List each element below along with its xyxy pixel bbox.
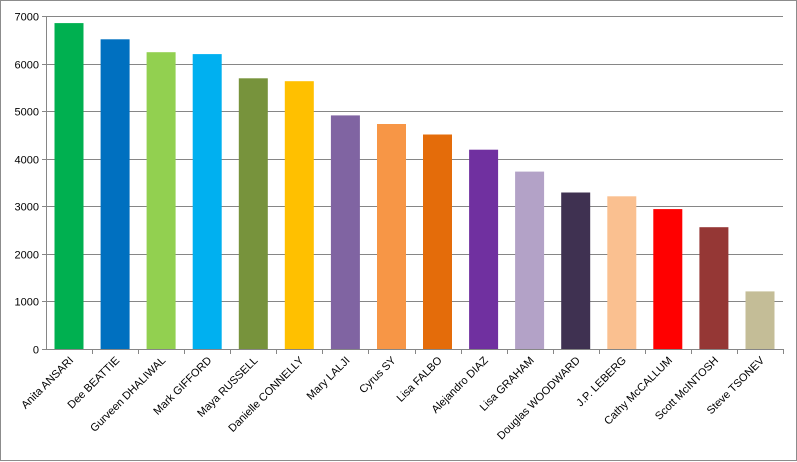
x-category-label: Danielle CONNELLY	[226, 354, 307, 435]
bar-steve-tsonev	[745, 291, 775, 349]
y-tick-label: 4000	[15, 155, 39, 167]
x-category-label: Gurveen DHALIWAL	[88, 355, 168, 435]
y-tick-label: 5000	[15, 107, 39, 119]
y-tick-label: 7000	[15, 12, 39, 24]
y-tick-label: 2000	[15, 250, 39, 262]
bar-maya-russell	[238, 78, 268, 350]
bar-lisa-graham	[515, 171, 545, 349]
bar-anita-ansari	[54, 23, 84, 349]
x-category-label: Lisa FALBO	[395, 354, 445, 404]
bar-j-p-leberg	[607, 196, 637, 349]
y-tick-label: 6000	[15, 60, 39, 72]
bar-dee-beattie	[100, 39, 130, 350]
x-category-label: Cyrus SY	[357, 354, 399, 396]
y-axis-tick-labels: 0 1000 2000 3000 4000 5000 6000 7000	[15, 12, 39, 357]
x-category-label: Douglas WOODWARD	[495, 355, 583, 443]
bar-mark-gifford	[192, 54, 222, 349]
bar-cathy-mccallum	[653, 209, 683, 349]
bar-lisa-falbo	[423, 134, 452, 349]
bar-mary-lalji	[330, 115, 360, 350]
bars	[54, 23, 775, 350]
axes	[46, 16, 784, 354]
y-tick-label: 0	[33, 345, 39, 357]
y-tick-label: 3000	[15, 202, 39, 214]
bar-danielle-connelly	[284, 81, 314, 349]
bar-cyrus-sy	[377, 124, 406, 349]
bar-douglas-woodward	[561, 192, 591, 349]
x-category-label: Mary LALJI	[305, 355, 353, 403]
bar-alejandro-diaz	[469, 149, 499, 349]
bar-gurveen-dhaliwal	[146, 52, 176, 349]
y-tick-label: 1000	[15, 297, 39, 309]
bar-scott-mcintosh	[699, 227, 729, 349]
